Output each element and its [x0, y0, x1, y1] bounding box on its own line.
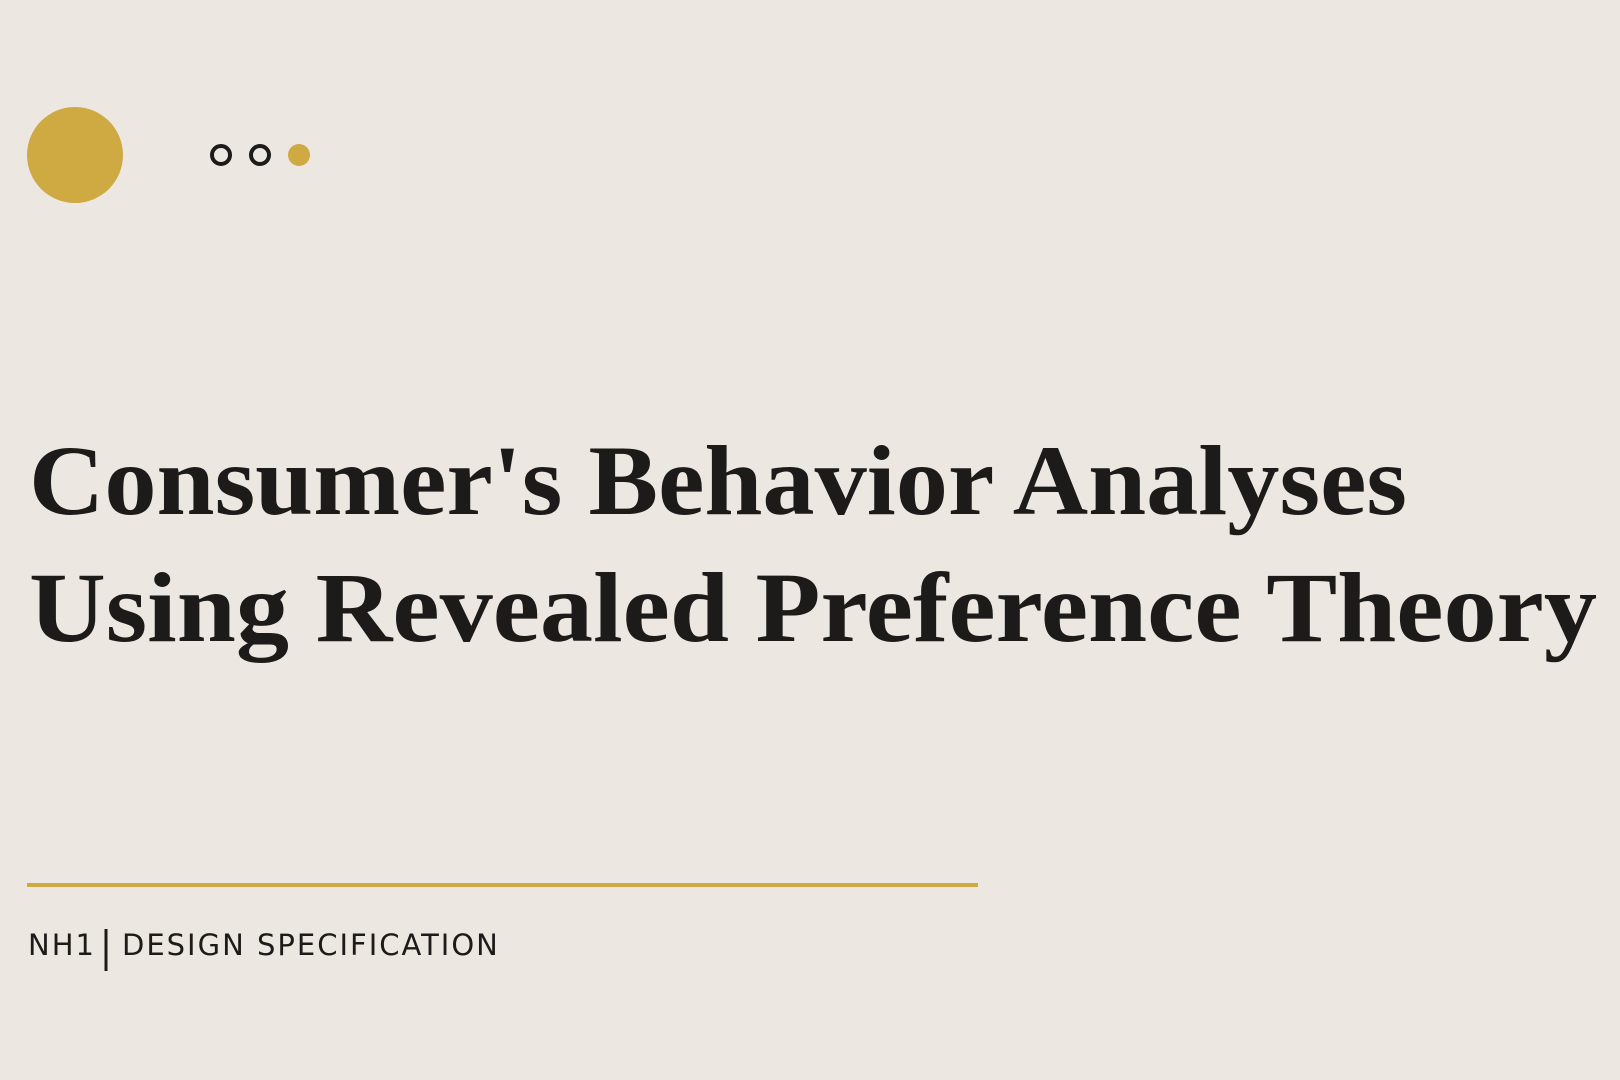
dot [210, 144, 232, 166]
dot-active [288, 144, 310, 166]
footer-code: NH1 [28, 928, 96, 962]
footer-label: DESIGN SPECIFICATION [122, 928, 500, 962]
accent-circle [27, 107, 123, 203]
title-line: Consumer's Behavior Analyses [29, 425, 1407, 536]
dot [249, 144, 271, 166]
title-line: Using Revealed Preference Theory [29, 552, 1597, 663]
